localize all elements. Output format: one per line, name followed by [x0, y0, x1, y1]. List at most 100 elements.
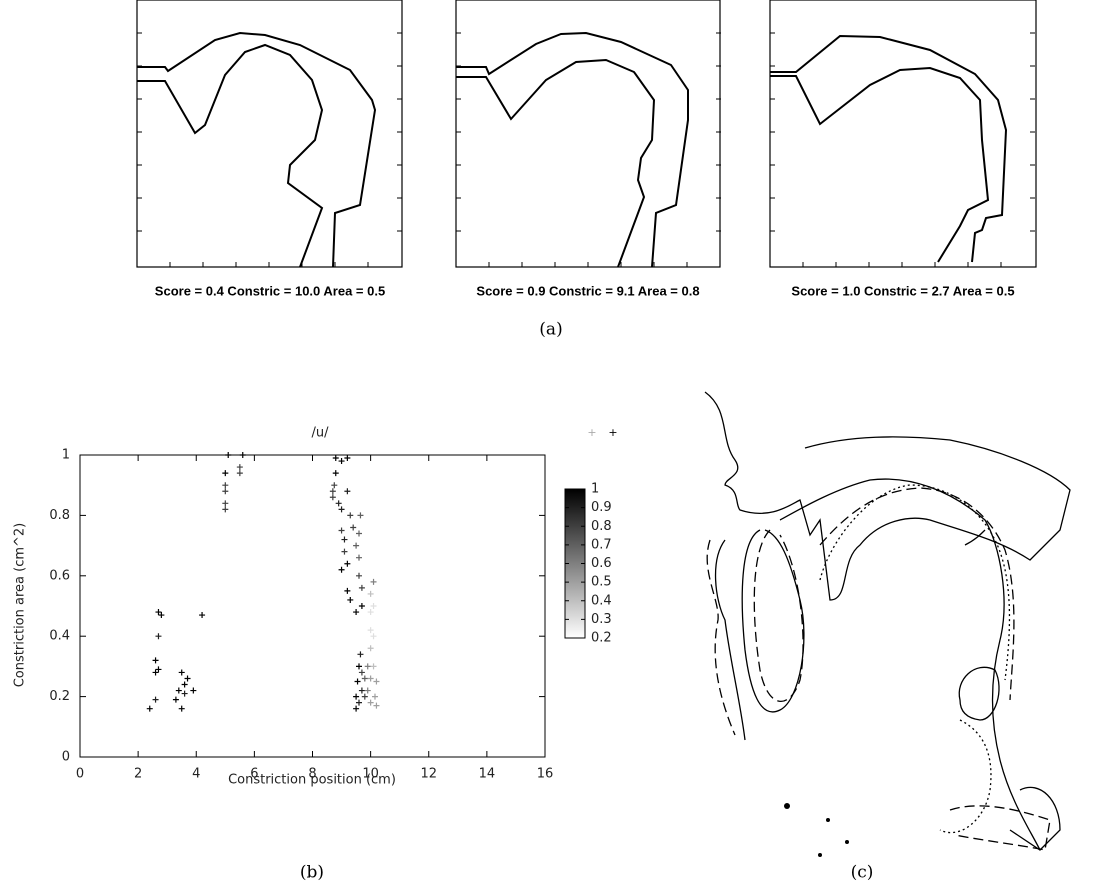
point — [373, 678, 380, 685]
point — [222, 470, 229, 477]
point — [181, 690, 188, 697]
x-tick-label: 0 — [76, 767, 84, 782]
point — [367, 609, 374, 616]
point — [353, 693, 360, 700]
point — [373, 702, 380, 709]
point — [371, 693, 378, 700]
legend: + + — [587, 426, 617, 439]
point — [338, 527, 345, 534]
point — [190, 687, 197, 694]
point — [361, 693, 368, 700]
point — [370, 603, 377, 609]
y-tick-label: 0.2 — [49, 689, 70, 704]
point — [356, 572, 362, 579]
point — [184, 675, 191, 682]
point — [350, 524, 357, 531]
x-tick-label: 16 — [537, 767, 554, 782]
point — [152, 657, 159, 664]
point — [358, 687, 365, 694]
point — [338, 458, 345, 465]
point — [158, 612, 165, 619]
y-axis-label: Constriction area (cm^2) — [13, 523, 28, 688]
point — [356, 554, 362, 561]
point — [222, 506, 229, 513]
point — [181, 681, 188, 688]
x-tick-label: 2 — [134, 767, 142, 782]
colorbar-label: 0.6 — [591, 556, 612, 571]
point — [222, 500, 229, 507]
point — [358, 584, 365, 591]
point — [370, 663, 377, 670]
point — [357, 512, 364, 519]
point — [152, 669, 159, 676]
x-tick-label: 4 — [192, 767, 200, 782]
point — [146, 705, 153, 712]
point — [236, 470, 243, 477]
chart-title: /u/ — [312, 426, 330, 441]
colorbar-label: 0.2 — [591, 631, 612, 646]
colorbar-label: 0.3 — [591, 612, 612, 627]
x-tick-label: 14 — [479, 767, 496, 782]
point — [341, 548, 348, 555]
point — [367, 627, 374, 634]
anatomy-drawing — [704, 391, 1071, 857]
x-tick-label: 6 — [250, 767, 258, 782]
point — [344, 455, 351, 462]
point — [370, 578, 377, 585]
x-tick-label: 12 — [420, 767, 437, 782]
point — [236, 464, 243, 471]
point — [356, 530, 362, 537]
point — [239, 452, 246, 458]
point — [370, 633, 377, 640]
point — [347, 512, 354, 519]
colorbar-label: 0.9 — [591, 500, 612, 515]
colorbar-label: 0.4 — [591, 593, 612, 608]
point — [178, 705, 185, 712]
caption: (b) — [300, 863, 324, 883]
point — [199, 612, 206, 619]
point — [335, 500, 342, 507]
point — [364, 663, 371, 670]
point — [367, 590, 374, 597]
point — [353, 609, 360, 616]
colorbar-label: 0.7 — [591, 537, 612, 552]
point — [358, 669, 365, 676]
point — [152, 696, 159, 703]
point — [332, 470, 339, 477]
y-tick-label: 0.8 — [49, 508, 70, 523]
svg-text:+: + — [608, 426, 617, 439]
point — [175, 687, 182, 694]
point — [356, 663, 362, 670]
tract-panel — [455, 0, 722, 268]
svg-text:+: + — [587, 426, 596, 439]
caption: (c) — [851, 863, 874, 883]
colorbar-label: 0.5 — [591, 575, 612, 590]
point — [357, 651, 364, 658]
point — [344, 488, 351, 495]
point — [344, 587, 351, 594]
point — [338, 566, 345, 573]
y-tick-label: 0 — [62, 750, 70, 765]
point — [155, 666, 162, 673]
score-label: Score = 0.4 Constric = 10.0 Area = 0.5 — [155, 283, 385, 298]
x-axis-label: Constriction position (cm) — [228, 773, 396, 788]
point — [364, 687, 371, 694]
x-tick-label: 8 — [308, 767, 316, 782]
point — [329, 494, 336, 501]
point — [222, 482, 229, 489]
point — [338, 506, 345, 513]
y-tick-label: 0.4 — [49, 629, 70, 644]
point — [155, 609, 162, 616]
score-label: Score = 1.0 Constric = 2.7 Area = 0.5 — [791, 283, 1014, 298]
point — [178, 669, 185, 676]
y-tick-label: 1 — [62, 448, 70, 463]
point — [356, 699, 362, 706]
point — [332, 455, 339, 462]
point — [341, 536, 348, 543]
point — [155, 633, 162, 640]
point — [358, 603, 365, 609]
point — [347, 596, 354, 603]
point — [367, 675, 374, 682]
score-label: Score = 0.9 Constric = 9.1 Area = 0.8 — [476, 283, 699, 298]
